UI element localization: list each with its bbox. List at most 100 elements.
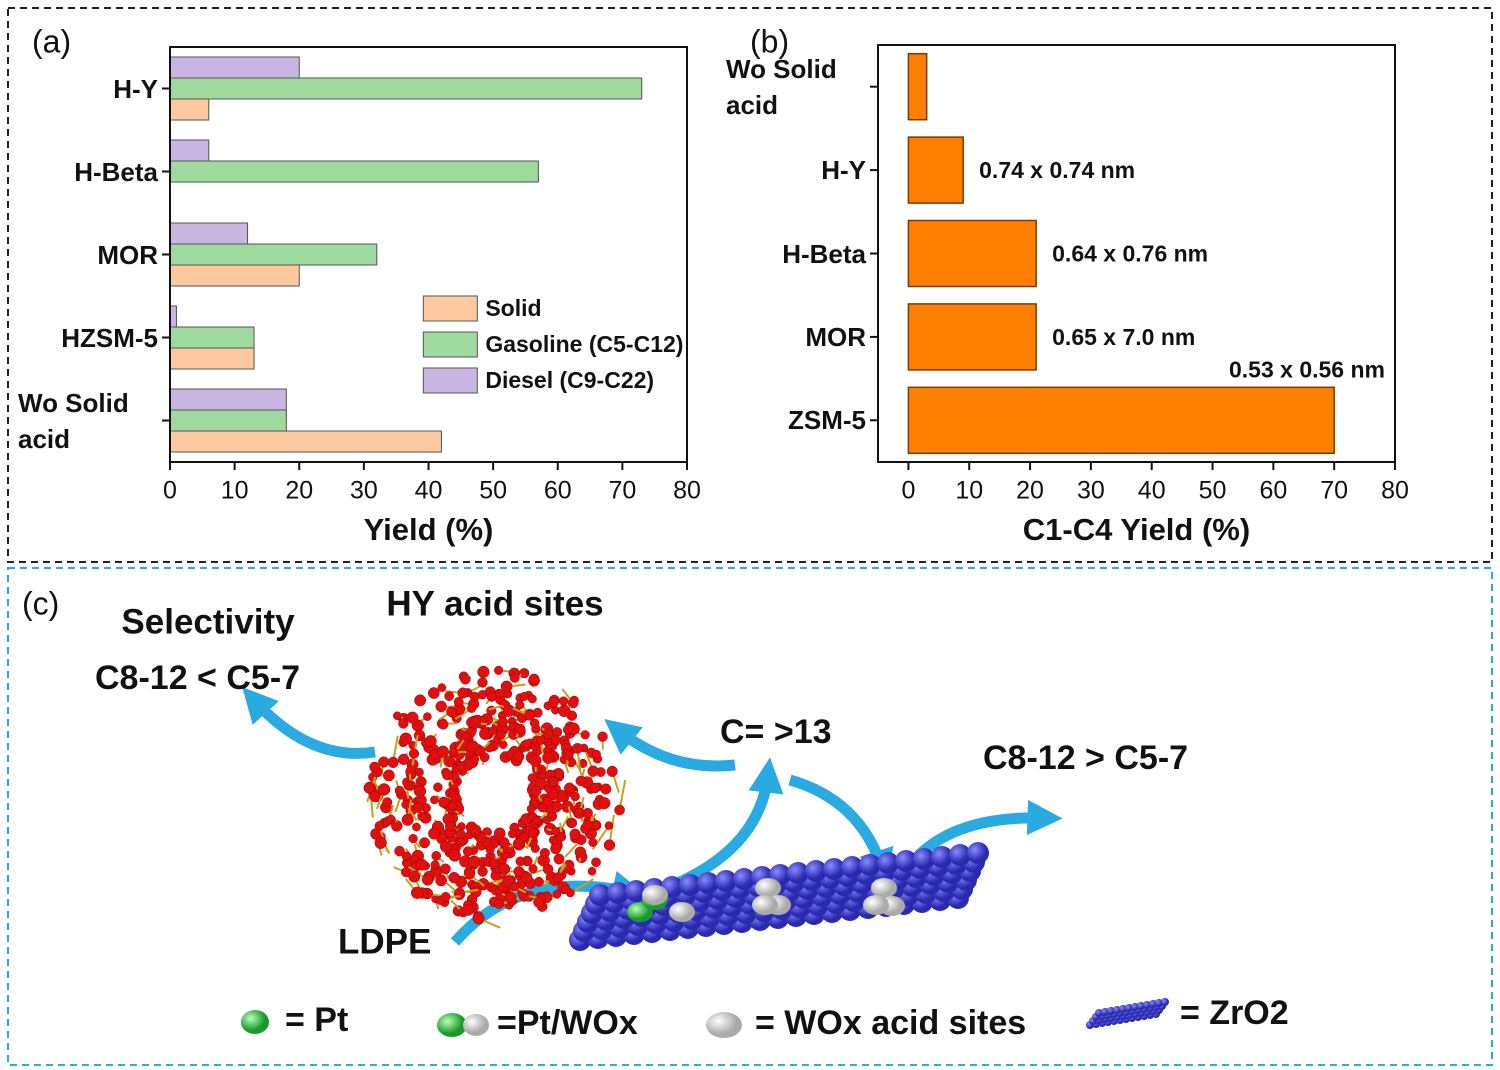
- zro2-atom: [715, 870, 737, 892]
- zro2-atom: [805, 860, 827, 882]
- diagram-text: =Pt/WOx: [497, 1004, 638, 1042]
- atom: [556, 832, 567, 842]
- atom: [552, 890, 562, 899]
- atom: [430, 795, 439, 805]
- atom: [423, 712, 432, 721]
- atom: [428, 827, 441, 840]
- atom: [580, 730, 590, 740]
- legend-zro2: [1107, 1007, 1115, 1015]
- atom: [533, 896, 545, 908]
- atom: [600, 783, 612, 795]
- diagram-text: = ZrO2: [1180, 994, 1289, 1032]
- atom: [513, 866, 525, 877]
- legend-zro2: [1137, 1002, 1145, 1010]
- x-tick-label: 10: [955, 477, 983, 505]
- atom: [394, 845, 405, 857]
- atom: [514, 723, 526, 735]
- atom: [412, 822, 421, 832]
- legend-pt: [241, 1010, 269, 1034]
- legend-zro2: [1149, 1000, 1157, 1008]
- x-tick-label: 60: [1259, 477, 1287, 505]
- atom: [589, 782, 601, 794]
- atom: [414, 767, 424, 777]
- atom: [456, 761, 467, 772]
- atom: [466, 740, 479, 753]
- atom: [550, 735, 561, 746]
- bar: [907, 219, 1037, 288]
- bar: [169, 409, 287, 432]
- atom: [414, 694, 427, 707]
- legend-zro2: [1155, 999, 1163, 1007]
- zro2-atom: [931, 846, 953, 868]
- atom: [415, 858, 428, 871]
- legend-swatch: [422, 367, 478, 394]
- atom: [527, 773, 537, 783]
- atom: [363, 781, 376, 794]
- x-tick-label: 60: [544, 477, 572, 505]
- atom: [519, 832, 529, 842]
- annotation: 0.74 x 0.74 nm: [979, 157, 1135, 183]
- atom: [509, 881, 520, 892]
- atom: [413, 802, 424, 813]
- y-tick-label: HZSM-5: [61, 322, 158, 353]
- atom: [488, 858, 500, 869]
- legend-zro2: [1125, 1004, 1133, 1012]
- atom: [427, 687, 440, 699]
- y-tick-label: H-Beta: [74, 156, 158, 187]
- diagram-text: = Pt: [285, 1001, 348, 1039]
- panel-label: (b): [750, 23, 789, 59]
- atom: [406, 711, 419, 724]
- atom: [542, 751, 555, 764]
- bar: [907, 136, 964, 204]
- diagram-text: Selectivity: [121, 602, 295, 641]
- atom: [408, 870, 421, 883]
- zro2-atom: [823, 858, 845, 880]
- atom: [496, 729, 506, 740]
- atom: [374, 821, 385, 831]
- zro2-atom: [787, 862, 809, 884]
- bar: [169, 98, 210, 121]
- atom: [552, 872, 564, 884]
- atom: [448, 849, 461, 862]
- atom: [374, 836, 387, 849]
- atom: [564, 782, 575, 794]
- atom: [520, 871, 533, 884]
- atom: [504, 891, 517, 904]
- atom: [461, 731, 471, 741]
- atom: [513, 838, 524, 849]
- atom: [377, 783, 391, 796]
- zro2-atom: [697, 872, 719, 894]
- atom: [543, 728, 554, 739]
- bar: [169, 77, 643, 100]
- atom: [477, 665, 490, 679]
- bottom-frame: [7, 567, 1493, 1066]
- atom: [564, 751, 574, 761]
- atom: [597, 731, 608, 742]
- atom: [509, 672, 520, 683]
- atom: [569, 828, 581, 840]
- y-tick-label: MOR: [97, 239, 158, 270]
- atom: [553, 853, 565, 865]
- diagram-text: HY acid sites: [386, 584, 603, 623]
- atom: [410, 886, 424, 899]
- atom: [435, 874, 447, 887]
- atom: [591, 749, 601, 759]
- x-tick-label: 20: [285, 477, 313, 505]
- zro2-atom: [679, 874, 701, 896]
- atom: [442, 769, 453, 781]
- atom: [500, 680, 513, 693]
- atom: [604, 821, 614, 830]
- arrow: [604, 718, 736, 772]
- atom: [393, 711, 402, 721]
- atom: [567, 722, 580, 735]
- atom: [519, 692, 529, 701]
- legend-label: Gasoline (C5-C12): [485, 331, 683, 357]
- zro2-atom: [913, 848, 935, 870]
- atom: [477, 866, 488, 877]
- diagram-art: [241, 665, 1169, 1038]
- y-tick-label: ZSM-5: [788, 405, 866, 436]
- atom: [448, 747, 458, 758]
- atom: [401, 813, 414, 826]
- top-frame: [7, 7, 1493, 563]
